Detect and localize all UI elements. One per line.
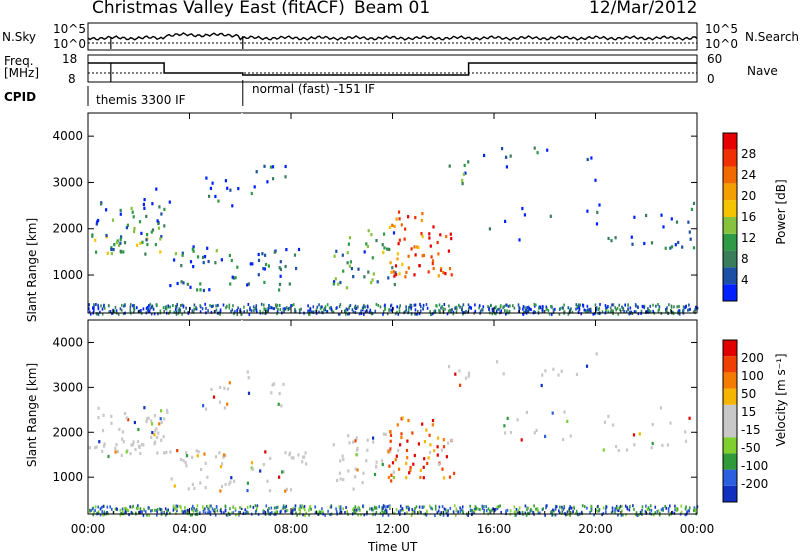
x-tick-label: 16:00 xyxy=(477,522,512,536)
x-tick-label: 04:00 xyxy=(172,522,207,536)
x-tick-label: 12:00 xyxy=(375,522,410,536)
power-plot-area xyxy=(88,113,697,313)
velocity-colorbar-tick: 50 xyxy=(741,387,756,401)
velocity-colorbar-tick: -100 xyxy=(741,459,768,473)
nsearch-tick-bottom: 10^0 xyxy=(705,37,738,51)
velocity-colorbar-segment xyxy=(723,340,737,357)
velocity-ytick-label: 3000 xyxy=(52,380,83,394)
power-ytick-label: 1000 xyxy=(52,268,83,282)
nsky-panel-frame xyxy=(87,22,698,51)
power-colorbar-tick: 4 xyxy=(741,273,749,287)
power-colorbar-frame xyxy=(722,132,738,302)
velocity-colorbar-segment xyxy=(723,421,737,438)
power-colorbar-tick: 8 xyxy=(741,252,749,266)
power-colorbar-segment xyxy=(723,267,737,285)
nsky-tick-top: 10^5 xyxy=(53,22,86,36)
velocity-ytick-label: 2000 xyxy=(52,425,83,439)
nsky-label: N.Sky xyxy=(2,30,37,44)
power-colorbar-segment xyxy=(723,217,737,234)
nsky-line xyxy=(87,32,698,41)
cpid-mode-themis: themis 3300 IF xyxy=(96,93,186,107)
power-colorbar-segment xyxy=(723,149,737,167)
power-colorbar-tick: 24 xyxy=(741,168,756,182)
power-colorbar-segment xyxy=(723,250,737,268)
power-colorbar-segment xyxy=(723,166,737,184)
beam-label: Beam 01 xyxy=(354,0,431,18)
power-colorbar-tick: 16 xyxy=(741,210,756,224)
nsky-tick-bottom: 10^0 xyxy=(53,37,86,51)
x-tick-label: 08:00 xyxy=(274,522,309,536)
velocity-colorbar-tick: 100 xyxy=(741,369,764,383)
nave-tick-top: 60 xyxy=(707,52,723,66)
velocity-ytick-label: 4000 xyxy=(52,335,83,349)
velocity-colorbar-tick: 200 xyxy=(741,351,764,365)
x-axis-label: Time UT xyxy=(368,540,418,554)
nsearch-label: N.Search xyxy=(745,30,800,44)
velocity-colorbar-segment xyxy=(723,372,737,389)
velocity-colorbar-segment xyxy=(723,388,737,405)
x-tick-label: 20:00 xyxy=(578,522,613,536)
nave-tick-bottom: 0 xyxy=(707,72,715,86)
velocity-ytick-label: 1000 xyxy=(52,470,83,484)
power-ytick-label: 2000 xyxy=(52,222,83,236)
power-colorbar-segment xyxy=(723,183,737,201)
freq-panel-frame xyxy=(87,54,698,83)
freq-label: Freq. xyxy=(4,54,34,68)
cpid-mode-normal: normal (fast) -151 IF xyxy=(252,82,376,96)
velocity-colorbar-tick: 15 xyxy=(741,405,756,419)
velocity-colorbar-tick: -15 xyxy=(741,423,761,437)
velocity-colorbar-segment xyxy=(723,485,737,502)
power-colorbar-tick: 28 xyxy=(741,147,756,161)
velocity-plot-area xyxy=(88,320,697,514)
velocity-colorbar-segment xyxy=(723,453,737,470)
nave-label: Nave xyxy=(747,64,778,78)
velocity-colorbar-segment xyxy=(723,437,737,454)
velocity-colorbar-tick: -50 xyxy=(741,441,761,455)
power-colorbar-segment xyxy=(723,133,737,150)
power-colorbar-segment xyxy=(723,233,737,251)
nsearch-tick-top: 10^5 xyxy=(705,22,738,36)
velocity-colorbar-frame xyxy=(722,339,738,503)
freq-unit: [MHz] xyxy=(4,66,40,80)
power-colorbar-segment xyxy=(723,284,737,301)
freq-tick-bottom: 8 xyxy=(68,72,76,86)
x-tick-label: 00:00 xyxy=(680,522,715,536)
x-tick-label: 00:00 xyxy=(71,522,106,536)
velocity-colorbar-segment xyxy=(723,356,737,373)
power-ytick-label: 4000 xyxy=(52,129,83,143)
cpid-label: CPID xyxy=(4,90,37,104)
velocity-colorbar-tick: -200 xyxy=(741,477,768,491)
power-colorbar-tick: 20 xyxy=(741,189,756,203)
power-colorbar-tick: 12 xyxy=(741,231,756,245)
power-colorbar-segment xyxy=(723,200,737,217)
freq-line xyxy=(88,62,697,76)
date-label: 12/Mar/2012 xyxy=(589,0,698,18)
velocity-colorbar-segment xyxy=(723,404,737,421)
power-ytick-label: 3000 xyxy=(52,175,83,189)
velocity-colorbar-segment xyxy=(723,469,737,486)
station-title: Christmas Valley East (fitACF) xyxy=(92,0,345,18)
freq-tick-top: 18 xyxy=(62,52,78,66)
